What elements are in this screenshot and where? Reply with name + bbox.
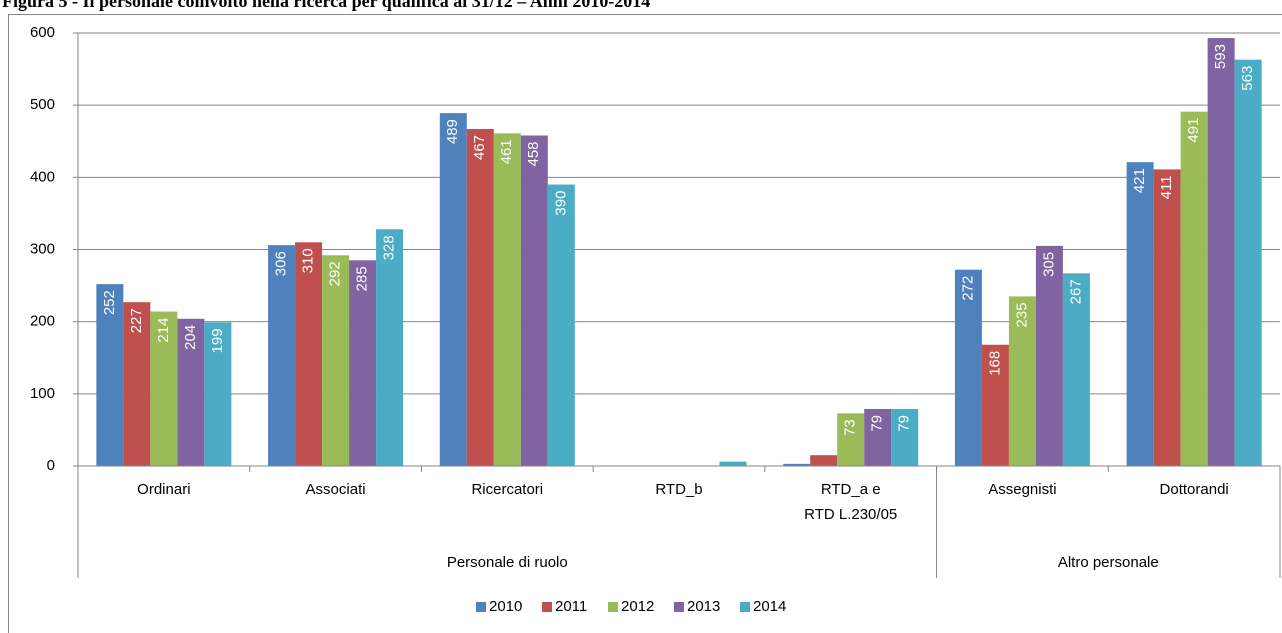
bar	[1180, 111, 1208, 466]
legend-label: 2012	[621, 598, 654, 615]
bar	[177, 318, 205, 466]
value-label: 489	[444, 119, 461, 144]
value-label: 73	[842, 419, 859, 436]
legend-swatch	[674, 602, 684, 612]
bar	[1207, 38, 1235, 466]
value-label: 390	[552, 191, 569, 216]
bar	[96, 284, 124, 466]
value-label: 79	[869, 415, 886, 432]
group-label: Altro personale	[1058, 554, 1159, 571]
x-tick-label: Assegnisti	[988, 481, 1056, 498]
value-label: 461	[498, 139, 515, 164]
value-label: 285	[354, 266, 371, 291]
chart-border	[8, 14, 1282, 633]
bar	[204, 322, 232, 466]
y-tick-label: 200	[30, 313, 55, 330]
value-label: 214	[155, 318, 172, 343]
value-label: 252	[101, 290, 118, 315]
legend-label: 2010	[489, 598, 522, 615]
value-label: 199	[209, 328, 226, 353]
legend-swatch	[476, 602, 486, 612]
bar	[864, 408, 892, 466]
value-label: 227	[128, 308, 145, 333]
bar	[1035, 245, 1063, 466]
value-label: 292	[327, 261, 344, 286]
bar	[520, 135, 548, 466]
bar	[810, 455, 838, 466]
y-tick-label: 300	[30, 240, 55, 257]
bar	[783, 463, 811, 466]
value-label: 267	[1067, 279, 1084, 304]
value-label: 411	[1158, 175, 1175, 199]
value-label: 235	[1013, 302, 1030, 327]
bar	[891, 408, 919, 466]
bar	[376, 229, 404, 466]
legend-label: 2011	[555, 598, 587, 615]
x-tick-label: RTD L.230/05	[804, 506, 897, 523]
value-label: 204	[182, 325, 199, 350]
y-tick-label: 600	[30, 24, 55, 41]
legend-swatch	[608, 602, 618, 612]
bar	[322, 255, 350, 466]
bar	[1153, 169, 1181, 466]
x-tick-label: RTD_a e	[821, 481, 881, 498]
x-tick-label: Ordinari	[137, 481, 190, 498]
y-tick-label: 500	[30, 96, 55, 113]
value-label: 593	[1212, 44, 1229, 69]
x-tick-label: Ricercatori	[471, 481, 543, 498]
value-label: 306	[273, 251, 290, 276]
value-label: 467	[471, 135, 488, 160]
x-tick-label: Associati	[306, 481, 366, 498]
value-label: 272	[959, 276, 976, 301]
x-tick-label: Dottorandi	[1160, 481, 1229, 498]
legend-label: 2013	[687, 598, 720, 615]
value-label: 310	[300, 248, 317, 273]
x-tick-label: RTD_b	[655, 481, 702, 498]
bar	[439, 113, 467, 466]
bar	[719, 461, 747, 466]
bar	[1008, 296, 1036, 466]
legend-swatch	[740, 602, 750, 612]
value-label: 563	[1239, 66, 1256, 91]
bar	[123, 302, 151, 466]
value-label: 79	[896, 415, 913, 432]
bar	[493, 133, 521, 467]
bar	[954, 269, 982, 466]
bar	[295, 242, 323, 466]
bar	[1062, 273, 1090, 466]
bar	[547, 184, 575, 467]
legend-label: 2014	[753, 598, 786, 615]
y-tick-label: 100	[30, 385, 55, 402]
value-label: 305	[1040, 252, 1057, 277]
y-tick-label: 0	[47, 457, 55, 474]
bar	[268, 245, 296, 466]
bar	[150, 311, 178, 466]
value-label: 168	[986, 351, 1003, 376]
bar	[349, 260, 377, 466]
value-label: 491	[1185, 118, 1202, 143]
legend-swatch	[542, 602, 552, 612]
title-band	[0, 0, 1282, 14]
value-label: 328	[381, 235, 398, 260]
bar	[837, 413, 865, 466]
chart-title: Figura 5 - Il personale coinvolto nella …	[2, 0, 650, 11]
bar	[1234, 59, 1262, 467]
bar	[981, 344, 1009, 466]
group-label: Personale di ruolo	[447, 554, 568, 571]
bar	[466, 128, 494, 466]
value-label: 458	[525, 141, 542, 166]
bar	[1126, 162, 1154, 466]
value-label: 421	[1131, 168, 1148, 193]
y-tick-label: 400	[30, 168, 55, 185]
